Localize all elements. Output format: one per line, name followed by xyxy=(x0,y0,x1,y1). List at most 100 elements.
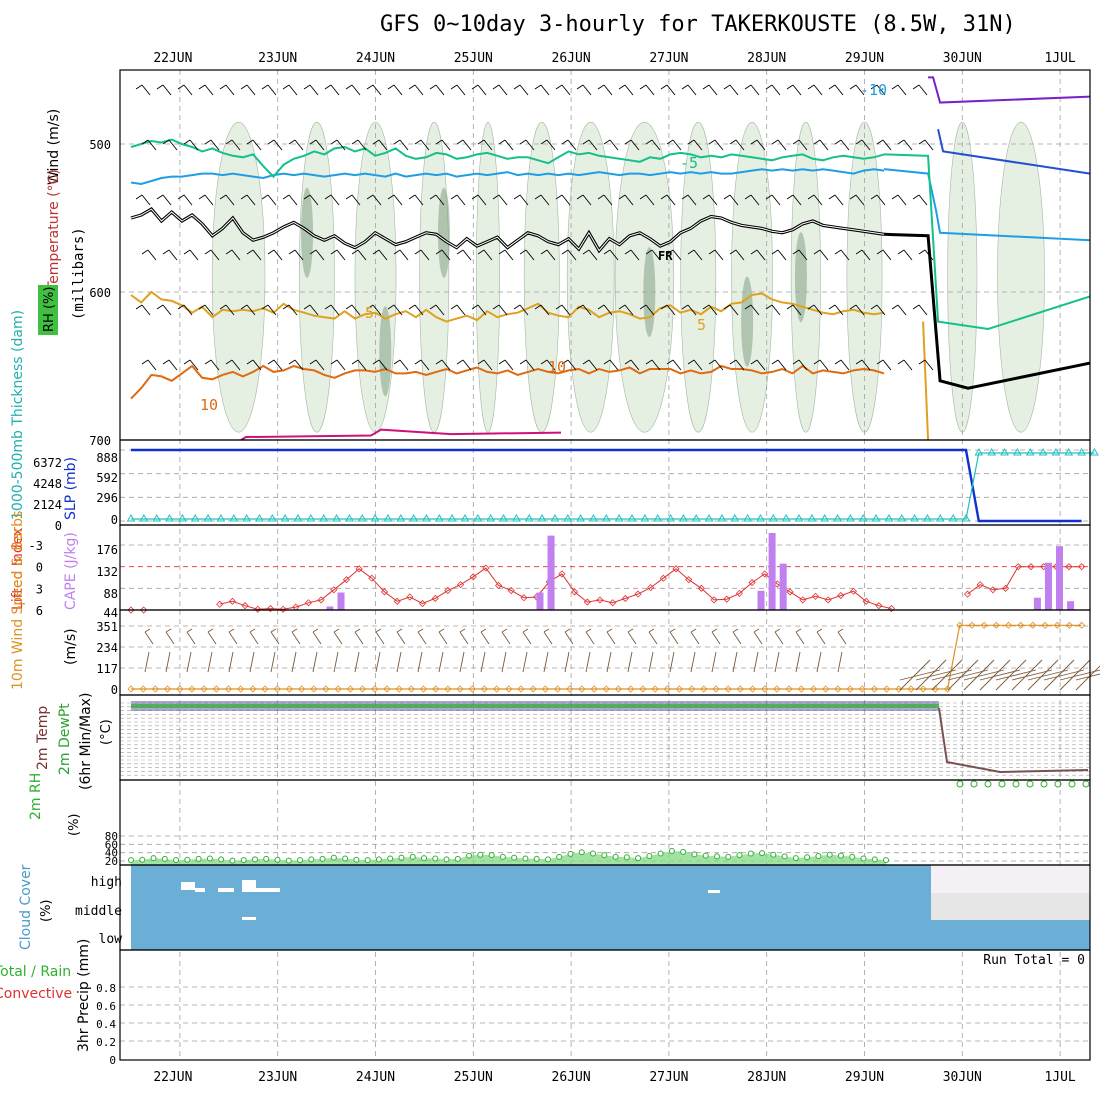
wind-barb xyxy=(687,139,703,151)
wind-barb xyxy=(912,304,928,316)
isotherm-line xyxy=(130,364,885,400)
precip-tick: 0.2 xyxy=(96,1036,116,1049)
contour-label: FR xyxy=(658,249,673,263)
wind-barb xyxy=(786,304,802,316)
x-tick-bottom: 24JUN xyxy=(356,1070,395,1085)
thickness-marker xyxy=(781,514,791,522)
precip-tick: 0.6 xyxy=(96,1000,116,1013)
lifted-tick: -3 xyxy=(29,539,43,553)
wind-barb xyxy=(729,359,745,371)
rh-marker xyxy=(330,854,337,861)
wind-speed-marker xyxy=(578,685,586,693)
x-tick-bottom: 1JUL xyxy=(1044,1070,1075,1085)
thickness-marker xyxy=(871,514,881,522)
wind-speed-marker xyxy=(797,685,805,693)
rh-marker xyxy=(161,855,168,862)
wind-barb xyxy=(540,139,556,151)
wind-barb xyxy=(540,249,556,261)
wind-speed-marker xyxy=(1004,621,1013,629)
wind-speed-marker xyxy=(285,685,294,693)
cape-bar xyxy=(547,535,555,610)
wind-speed-marker xyxy=(895,685,903,693)
wind-barb xyxy=(870,304,886,316)
rh-marker xyxy=(871,856,878,863)
wind-barb xyxy=(765,304,781,316)
lifted-index-marker xyxy=(621,594,629,603)
rh-shade-area xyxy=(997,121,1045,433)
wind-barb xyxy=(1059,659,1100,691)
wind-barb xyxy=(912,194,928,206)
wind-speed-marker xyxy=(651,685,659,693)
pressure-tick: 600 xyxy=(89,286,111,300)
thickness-marker xyxy=(293,514,303,522)
wind-speed-marker xyxy=(1017,621,1025,629)
wind-barb xyxy=(267,139,283,151)
wind-barb xyxy=(1011,659,1053,691)
rh-marker xyxy=(668,848,675,854)
wind-barb xyxy=(450,84,466,96)
wind-barb xyxy=(897,359,913,371)
rh-shade-area xyxy=(475,121,501,433)
wind-barb xyxy=(774,628,784,673)
thickness-marker xyxy=(948,514,958,522)
rh-marker xyxy=(195,855,202,862)
thickness-marker xyxy=(499,514,508,522)
wind-barb xyxy=(828,194,844,206)
thickness-tick: 6372 xyxy=(33,456,62,470)
thickness-marker xyxy=(833,514,842,522)
thickness-marker xyxy=(178,514,187,522)
wind-barb xyxy=(849,84,865,96)
thickness-marker xyxy=(756,514,765,522)
wind-speed-marker xyxy=(834,685,842,693)
wind-speed-marker xyxy=(1078,621,1086,629)
ylabel-2m-rh: 2m RH xyxy=(28,773,44,820)
thickness-marker xyxy=(576,514,585,522)
wind-barb xyxy=(522,628,532,673)
isotherm-line xyxy=(130,138,885,179)
thickness-marker xyxy=(152,514,162,522)
thickness-marker xyxy=(846,514,855,522)
wind-barb xyxy=(267,249,283,261)
wind-barb xyxy=(414,139,430,151)
wind-barb xyxy=(624,359,640,371)
rh-marker xyxy=(781,853,788,860)
wind-barb xyxy=(849,304,865,316)
rh-marker xyxy=(691,851,698,858)
cloud-gap xyxy=(181,882,195,890)
wind-barb xyxy=(351,249,367,261)
thickness-marker xyxy=(679,514,688,522)
wind-barb xyxy=(240,84,256,96)
rh-marker xyxy=(274,856,281,863)
rh-legend-swatch xyxy=(38,285,58,335)
wind-barb xyxy=(429,84,445,96)
lifted-index-marker xyxy=(647,584,655,592)
lifted-tick: 0 xyxy=(36,561,43,575)
wind-speed-marker xyxy=(736,685,744,693)
wind-speed-marker xyxy=(541,685,549,693)
rh-marker xyxy=(229,857,236,864)
wind-barb xyxy=(543,628,553,673)
wind-barb xyxy=(240,304,256,316)
thickness-marker xyxy=(743,514,752,522)
wind-barb xyxy=(1027,659,1069,691)
wind-barb xyxy=(345,84,361,96)
thickness-marker xyxy=(139,514,149,522)
rh-shade-area xyxy=(211,121,266,433)
wind-barb xyxy=(375,628,385,673)
dewpt-marker xyxy=(1054,780,1062,788)
thickness-marker xyxy=(486,514,496,522)
wind-barb xyxy=(582,249,598,261)
wind-barb xyxy=(246,249,262,261)
lifted-index-marker xyxy=(723,595,731,603)
wind-barb xyxy=(561,249,577,261)
wind-barb xyxy=(270,628,280,673)
lifted-index-marker xyxy=(241,602,249,610)
wind-barb xyxy=(723,194,739,206)
rh-marker xyxy=(544,856,551,863)
wind-barb xyxy=(141,139,157,151)
lifted-index-marker xyxy=(1014,563,1022,571)
wind-barb xyxy=(771,359,787,371)
wind-barb xyxy=(723,84,739,96)
ylabel-cloud-units: (%) xyxy=(39,900,54,923)
wind-barb xyxy=(513,304,529,316)
